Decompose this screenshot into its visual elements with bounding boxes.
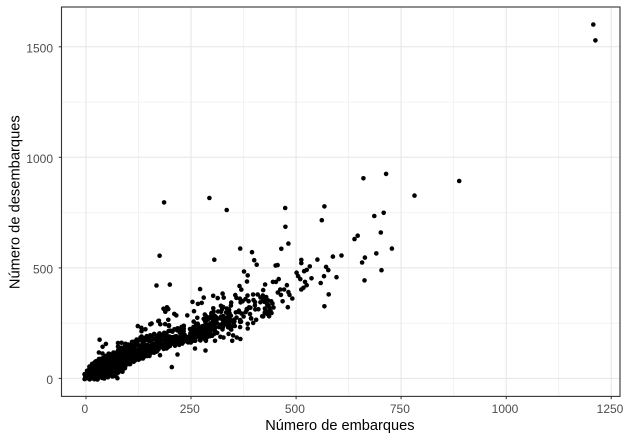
svg-text:1250: 1250: [597, 402, 624, 416]
svg-text:750: 750: [390, 402, 410, 416]
svg-text:0: 0: [81, 402, 88, 416]
svg-text:500: 500: [285, 402, 305, 416]
svg-text:0: 0: [46, 373, 53, 387]
svg-text:Número de embarques: Número de embarques: [265, 418, 414, 434]
svg-text:250: 250: [180, 402, 200, 416]
svg-text:500: 500: [33, 263, 53, 277]
svg-text:1500: 1500: [26, 41, 53, 55]
svg-text:1000: 1000: [492, 402, 519, 416]
svg-text:Número de desembarques: Número de desembarques: [8, 115, 24, 289]
svg-text:1000: 1000: [26, 152, 53, 166]
